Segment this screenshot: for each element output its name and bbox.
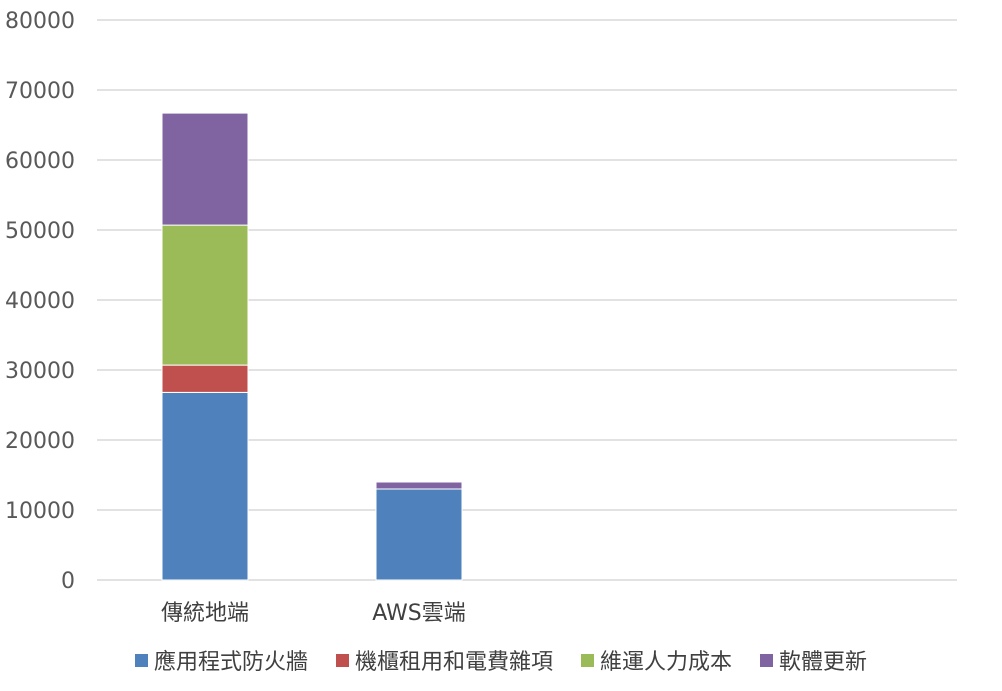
bar-segment <box>161 224 249 366</box>
bar-segment <box>161 112 249 226</box>
x-category-label: AWS雲端 <box>372 601 466 626</box>
y-tick-label: 0 <box>61 569 75 594</box>
stacked-bar-chart: 0 10000 20000 30000 40000 50000 60000 70000 8000… <box>5 9 957 626</box>
y-tick-label: 70000 <box>5 79 75 104</box>
bar-segment <box>375 488 463 581</box>
legend-label: 應用程式防火牆 <box>153 650 308 675</box>
legend-item: 維運人力成本 <box>581 644 732 676</box>
legend-swatch <box>760 653 774 667</box>
legend: 應用程式防火牆 機櫃租用和電費雜項 維運人力成本 軟體更新 <box>0 642 1002 678</box>
legend-swatch <box>581 653 594 667</box>
y-axis-ticks: 0 10000 20000 30000 40000 50000 60000 70000 8000… <box>5 9 75 594</box>
legend-item: 軟體更新 <box>760 644 867 676</box>
legend-swatch <box>134 653 148 667</box>
y-tick-label: 50000 <box>5 219 75 244</box>
bar-segment <box>375 481 463 490</box>
y-tick-label: 80000 <box>5 9 75 34</box>
y-tick-label: 10000 <box>5 499 75 524</box>
bar-segment <box>161 364 249 393</box>
y-tick-label: 60000 <box>5 149 75 174</box>
bar-segment <box>161 391 249 581</box>
legend-label: 軟體更新 <box>779 650 868 675</box>
x-axis-labels: 傳統地端 AWS雲端 <box>161 601 466 626</box>
x-category-label: 傳統地端 <box>161 601 249 626</box>
legend-label: 維運人力成本 <box>600 650 733 675</box>
legend-item: 機櫃租用和電費雜項 <box>335 644 553 676</box>
bars <box>161 112 463 581</box>
legend-item: 應用程式防火牆 <box>134 644 308 676</box>
y-tick-label: 30000 <box>5 359 75 384</box>
y-tick-label: 20000 <box>5 429 75 454</box>
y-tick-label: 40000 <box>5 289 75 314</box>
legend-label: 機櫃租用和電費雜項 <box>354 650 553 675</box>
legend-swatch <box>335 653 349 667</box>
